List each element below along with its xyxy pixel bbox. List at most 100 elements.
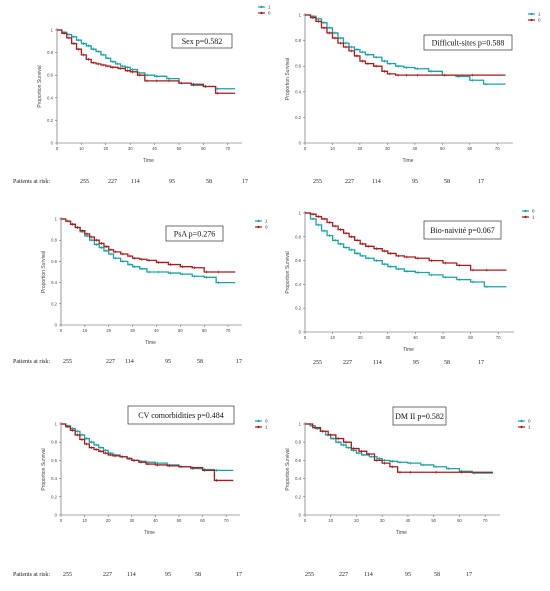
risk-count: 255 xyxy=(313,360,322,366)
x-axis-label: Time xyxy=(144,530,155,536)
y-axis-label: Proportion Survival xyxy=(285,448,291,490)
title-box xyxy=(171,33,233,49)
y-tick-label: 0.6 xyxy=(295,258,301,263)
x-tick-label: 30 xyxy=(130,328,135,333)
x-tick-label: 50 xyxy=(177,518,182,523)
y-tick-label: 0 xyxy=(55,513,58,518)
x-tick-label: 60 xyxy=(468,335,473,340)
legend-marker-1 xyxy=(260,5,263,9)
legend-label-0: 0 xyxy=(528,419,531,424)
legend-label-0: 0 xyxy=(538,18,541,23)
title-box xyxy=(127,405,235,425)
legend-label-1: 1 xyxy=(538,12,541,17)
x-tick-label: 70 xyxy=(483,518,488,523)
legend-marker-0 xyxy=(520,419,523,423)
x-tick-label: 70 xyxy=(224,518,229,523)
risk-row-label: Patients at risk: xyxy=(13,359,50,365)
y-tick-label: 0.4 xyxy=(295,476,301,481)
risk-count: 17 xyxy=(478,179,484,185)
risk-count: 255 xyxy=(63,359,72,365)
y-tick-label: 0 xyxy=(51,141,54,146)
x-tick-label: 0 xyxy=(304,335,307,340)
x-tick-label: 0 xyxy=(56,146,59,151)
legend-marker-1 xyxy=(257,219,260,223)
y-tick-label: 0.6 xyxy=(51,259,57,264)
x-tick-label: 10 xyxy=(330,146,335,151)
risk-count: 17 xyxy=(466,572,472,578)
y-tick-label: 0.8 xyxy=(295,440,301,445)
y-tick-label: 1 xyxy=(299,211,302,216)
chart-title: Difficult-sites p=0.588 xyxy=(432,38,505,47)
risk-count: 95 xyxy=(413,360,419,366)
legend-marker-0 xyxy=(257,419,260,423)
y-tick-label: 0.2 xyxy=(51,301,57,306)
title-box xyxy=(423,34,513,51)
survival-curve-0 xyxy=(305,212,507,288)
legend-marker-1 xyxy=(520,425,523,429)
title-box xyxy=(165,225,224,242)
x-tick-label: 20 xyxy=(358,146,363,151)
x-tick-label: 50 xyxy=(177,146,182,151)
chart-title: DM II p=0.582 xyxy=(395,412,444,421)
risk-count: 227 xyxy=(339,572,348,578)
y-tick-label: 1 xyxy=(299,422,302,427)
y-tick-label: 0.6 xyxy=(47,73,53,78)
risk-count: 58 xyxy=(195,572,201,578)
risk-count: 114 xyxy=(131,179,140,185)
x-tick-label: 30 xyxy=(129,518,134,523)
x-axis-label: Time xyxy=(143,158,154,164)
title-box xyxy=(392,406,447,426)
risk-count: 58 xyxy=(444,179,450,185)
y-tick-label: 0 xyxy=(299,513,302,518)
x-axis-label: Time xyxy=(145,340,156,346)
x-tick-label: 70 xyxy=(496,335,501,340)
x-tick-label: 40 xyxy=(152,146,157,151)
legend-label-0: 0 xyxy=(265,225,268,230)
risk-count: 17 xyxy=(242,179,248,185)
x-tick-label: 0 xyxy=(304,518,307,523)
y-tick-label: 0.2 xyxy=(295,494,301,499)
x-tick-label: 10 xyxy=(330,335,335,340)
x-tick-label: 60 xyxy=(467,146,472,151)
x-tick-label: 40 xyxy=(413,335,418,340)
title-box xyxy=(423,220,502,240)
x-tick-label: 40 xyxy=(406,518,411,523)
x-tick-label: 50 xyxy=(178,328,183,333)
x-tick-label: 60 xyxy=(200,518,205,523)
legend-marker-0 xyxy=(257,225,260,229)
risk-count: 95 xyxy=(165,359,171,365)
risk-count: 227 xyxy=(108,179,117,185)
y-axis-label: Proportion Survival xyxy=(285,251,291,293)
legend-marker-1 xyxy=(524,215,527,219)
x-axis-label: Time xyxy=(403,158,414,164)
risk-count: 114 xyxy=(125,359,134,365)
x-tick-label: 20 xyxy=(358,335,363,340)
chart-title: CV comorbidities p=0.484 xyxy=(138,411,223,420)
risk-count: 17 xyxy=(236,572,242,578)
x-tick-label: 10 xyxy=(328,518,333,523)
y-axis-label: Proportion Survival xyxy=(41,448,47,490)
risk-count: 95 xyxy=(165,572,171,578)
legend-marker-1 xyxy=(530,12,533,16)
y-tick-label: 0.4 xyxy=(295,89,301,94)
risk-count: 255 xyxy=(80,179,89,185)
risk-count: 114 xyxy=(373,360,382,366)
legend-label-1: 1 xyxy=(265,425,268,430)
y-tick-label: 0.2 xyxy=(47,118,53,123)
km-panel: 00.20.40.60.810 10 20 30 40 50 60 70Proportion … xyxy=(13,405,268,578)
risk-count: 58 xyxy=(197,359,203,365)
y-tick-label: 0.4 xyxy=(295,282,301,287)
x-tick-label: 20 xyxy=(106,328,111,333)
y-tick-label: 0.8 xyxy=(295,234,301,239)
risk-count: 227 xyxy=(106,359,115,365)
survival-curve-1 xyxy=(305,423,493,473)
x-tick-label: 60 xyxy=(202,328,207,333)
survival-curve-0 xyxy=(61,218,236,273)
risk-count: 114 xyxy=(127,572,136,578)
x-tick-label: 0 xyxy=(304,146,307,151)
legend-marker-0 xyxy=(524,209,527,213)
y-tick-label: 0 xyxy=(299,330,302,335)
y-tick-label: 1 xyxy=(55,422,58,427)
km-panel: 00.20.40.60.810 10 20 30 40 50 60 70Proportion … xyxy=(13,5,271,185)
